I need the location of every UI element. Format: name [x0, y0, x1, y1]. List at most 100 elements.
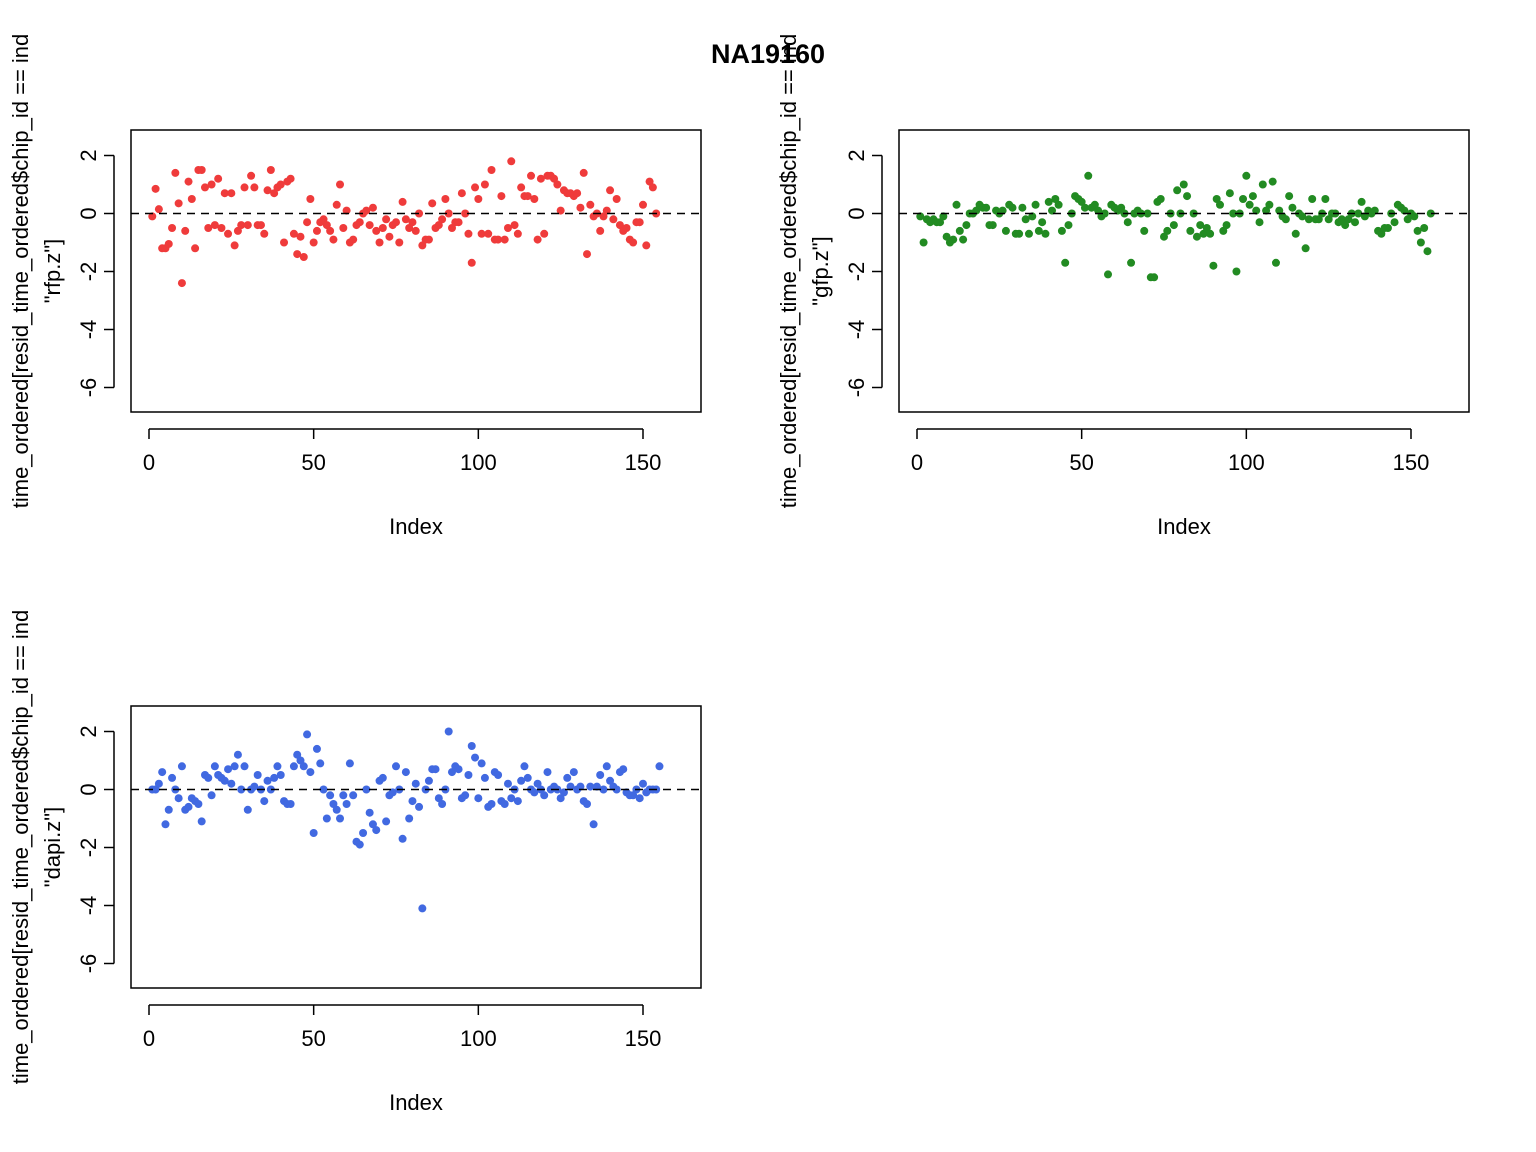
y-tick-label: 2	[76, 725, 101, 737]
data-point	[184, 802, 193, 811]
data-point	[434, 794, 443, 803]
data-point	[461, 791, 470, 800]
data-point	[513, 797, 522, 806]
data-point	[1048, 206, 1057, 215]
data-point	[916, 212, 925, 221]
data-point	[550, 174, 559, 183]
data-point	[415, 209, 424, 218]
data-point	[480, 180, 489, 189]
data-point	[533, 779, 542, 788]
data-point	[477, 759, 486, 768]
data-point	[319, 785, 328, 794]
data-point	[1262, 206, 1271, 215]
data-point	[411, 779, 420, 788]
data-point	[1271, 258, 1280, 267]
data-point	[1285, 192, 1294, 201]
data-point	[1054, 200, 1063, 209]
data-point	[355, 218, 364, 227]
data-point	[1308, 195, 1317, 203]
data-point	[398, 834, 407, 843]
data-point	[952, 200, 961, 209]
data-point	[164, 805, 173, 814]
data-point	[1304, 215, 1313, 224]
data-point	[164, 239, 173, 248]
y-axis-label-inner: "dapi.z"]	[40, 807, 65, 887]
data-point	[517, 776, 526, 785]
data-point	[197, 817, 206, 826]
data-point	[266, 785, 275, 794]
data-point	[395, 238, 404, 247]
data-point	[312, 226, 321, 235]
data-point	[405, 814, 414, 823]
data-point	[424, 776, 433, 785]
data-point	[1044, 197, 1053, 206]
data-point	[583, 800, 592, 808]
data-point	[1232, 267, 1241, 276]
data-point	[388, 788, 397, 797]
data-point	[177, 279, 186, 288]
data-point	[609, 215, 618, 224]
data-point	[1094, 206, 1103, 215]
data-point	[639, 200, 647, 209]
data-point	[507, 157, 516, 166]
data-point	[1001, 226, 1010, 235]
data-point	[1024, 229, 1033, 238]
data-point	[260, 229, 269, 238]
data-point	[289, 229, 298, 238]
x-tick-label: 50	[301, 1026, 325, 1051]
data-point	[233, 226, 242, 235]
data-point	[151, 785, 160, 794]
data-point	[359, 829, 368, 837]
data-point	[207, 180, 216, 189]
data-point	[174, 794, 183, 803]
data-point	[635, 794, 644, 803]
data-point	[919, 238, 928, 247]
data-point	[480, 773, 489, 782]
data-point	[471, 183, 480, 192]
data-point	[1192, 232, 1201, 241]
data-point	[955, 226, 964, 235]
data-point	[622, 224, 631, 232]
data-point	[1413, 226, 1422, 235]
x-tick-label: 100	[460, 1026, 497, 1051]
data-point	[151, 184, 160, 193]
data-point	[1015, 229, 1024, 238]
data-point	[527, 171, 536, 180]
data-point	[233, 750, 242, 759]
data-point	[355, 840, 364, 849]
data-point	[230, 241, 239, 250]
data-point	[1061, 258, 1070, 267]
data-point	[296, 756, 305, 765]
data-point	[1400, 206, 1409, 215]
x-axis-label: Index	[389, 514, 443, 539]
data-point	[1324, 215, 1333, 224]
data-point	[553, 180, 562, 189]
data-point	[266, 166, 275, 174]
data-point	[296, 232, 305, 241]
data-point	[573, 189, 582, 198]
data-point	[365, 808, 374, 817]
data-point	[260, 797, 269, 806]
data-point	[471, 753, 480, 762]
data-point	[1390, 218, 1399, 227]
data-point	[1351, 218, 1360, 227]
data-point	[619, 765, 628, 774]
y-tick-label: 2	[844, 149, 869, 161]
data-point	[1057, 226, 1066, 235]
data-point	[250, 782, 259, 791]
data-point	[1028, 212, 1037, 221]
data-point	[1212, 195, 1221, 203]
data-point	[494, 771, 503, 779]
data-point	[1140, 226, 1149, 235]
data-point	[332, 200, 341, 209]
data-point	[240, 762, 249, 771]
data-point	[194, 800, 203, 808]
data-point	[405, 224, 414, 232]
data-point	[168, 773, 177, 782]
data-point	[503, 224, 512, 232]
data-point	[1123, 218, 1132, 227]
data-point	[629, 238, 638, 247]
data-point	[556, 206, 565, 215]
data-point	[171, 168, 180, 177]
data-point	[639, 779, 647, 788]
